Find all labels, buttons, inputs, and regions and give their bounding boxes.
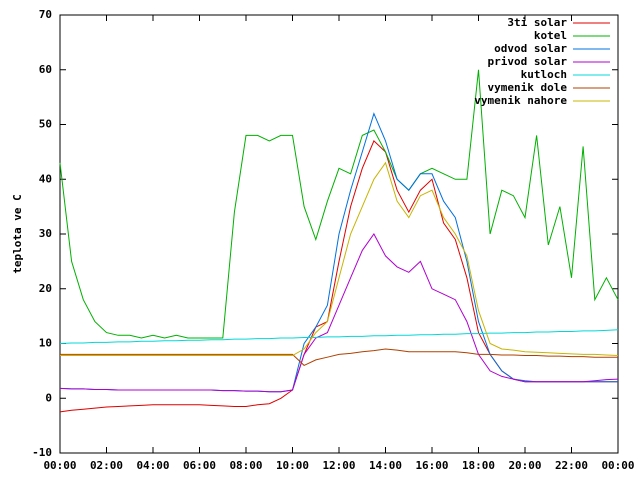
- x-tick-label: 16:00: [415, 459, 448, 472]
- x-tick-label: 08:00: [229, 459, 262, 472]
- y-tick-label: 10: [39, 337, 52, 350]
- x-tick-label: 22:00: [555, 459, 588, 472]
- legend-label: vymenik dole: [488, 81, 568, 94]
- series-line: [59, 329, 619, 344]
- series-line: [59, 69, 619, 339]
- y-tick-label: 70: [39, 8, 52, 21]
- x-tick-label: 18:00: [462, 459, 495, 472]
- x-tick-label: 12:00: [322, 459, 355, 472]
- legend-label: vymenik nahore: [474, 94, 567, 107]
- x-tick-label: 04:00: [136, 459, 169, 472]
- legend-label: kotel: [534, 29, 567, 42]
- y-tick-label: 0: [45, 391, 52, 404]
- y-tick-label: 50: [39, 118, 52, 131]
- y-tick-label: 40: [39, 172, 52, 185]
- series-line: [60, 348, 618, 366]
- x-tick-label: 14:00: [369, 459, 402, 472]
- x-tick-label: 20:00: [508, 459, 541, 472]
- legend-label: kutloch: [521, 68, 567, 81]
- series-line: [59, 112, 618, 393]
- series-line: [59, 233, 619, 393]
- x-tick-label: 00:00: [601, 459, 634, 472]
- legend-label: privod solar: [488, 55, 568, 68]
- legend-label: odvod solar: [494, 42, 567, 55]
- y-tick-label: 60: [39, 63, 52, 76]
- y-tick-label: 30: [39, 227, 52, 240]
- y-axis-label: teplota ve C: [11, 194, 24, 273]
- y-tick-label: 20: [39, 282, 52, 295]
- x-tick-label: 02:00: [90, 459, 123, 472]
- x-tick-label: 06:00: [183, 459, 216, 472]
- x-tick-label: 10:00: [276, 459, 309, 472]
- series-line: [60, 161, 619, 356]
- y-tick-label: -10: [32, 446, 52, 459]
- legend-label: 3ti solar: [507, 16, 567, 29]
- x-tick-label: 00:00: [43, 459, 76, 472]
